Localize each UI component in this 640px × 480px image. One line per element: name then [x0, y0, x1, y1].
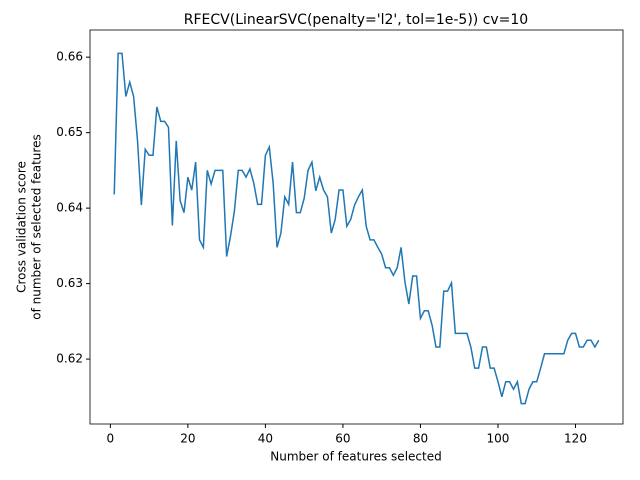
x-tick-label: 60 [335, 432, 350, 446]
x-tick-label: 40 [258, 432, 273, 446]
plot-frame [89, 29, 624, 425]
y-axis-label: of number of selected features [30, 134, 44, 319]
x-tick-label: 100 [487, 432, 510, 446]
x-tick-label: 20 [180, 432, 195, 446]
y-tick-label: 0.63 [56, 276, 83, 290]
x-tick-label: 0 [107, 432, 115, 446]
y-tick-label: 0.65 [56, 125, 83, 139]
y-tick-label: 0.64 [56, 201, 83, 215]
x-axis-label: Number of features selected [270, 450, 441, 464]
x-tick-label: 80 [413, 432, 428, 446]
line-series [113, 52, 600, 405]
y-tick-label: 0.66 [56, 50, 83, 64]
y-tick-label: 0.62 [56, 352, 83, 366]
y-axis-label: Cross validation score [15, 161, 29, 293]
chart-title: RFECV(LinearSVC(penalty='l2', tol=1e-5))… [184, 12, 528, 28]
x-tick-label: 120 [564, 432, 587, 446]
